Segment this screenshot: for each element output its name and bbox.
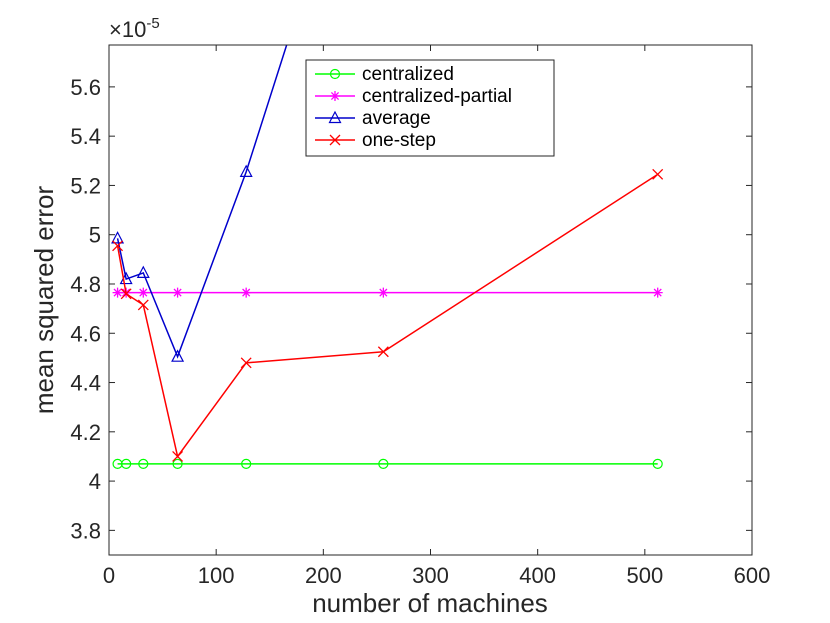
legend-item-average: average (315, 108, 431, 129)
x-tick-label: 0 (103, 563, 115, 588)
data-point-one-step (240, 357, 252, 369)
series-layer (111, 45, 664, 469)
data-point-one-step (172, 450, 184, 462)
data-point-one-step (652, 168, 664, 180)
series-average (111, 45, 288, 362)
data-point-one-step (377, 346, 389, 358)
data-point-one-step (120, 288, 132, 300)
legend-label: centralized-partial (362, 86, 512, 107)
y-tick-label: 4 (89, 469, 101, 494)
legend-marker (329, 134, 341, 146)
legend-label: average (362, 108, 431, 129)
legend-marker (329, 68, 341, 80)
y-multiplier: ×10-5 (109, 15, 160, 42)
data-point-average (239, 164, 253, 177)
data-point-centralized-partial (112, 287, 123, 298)
data-point-one-step (137, 299, 149, 311)
y-tick-label: 4.6 (70, 321, 101, 346)
data-point-centralized-partial (378, 287, 389, 298)
y-tick-label: 5.4 (70, 124, 101, 149)
data-point-centralized (241, 458, 252, 469)
series-line-average (116, 45, 288, 359)
data-point-centralized (121, 458, 132, 469)
data-point-centralized-partial (138, 287, 149, 298)
legend-marker (328, 110, 342, 124)
legend-label: one-step (362, 130, 436, 151)
y-axis-title: mean squared error (29, 185, 59, 414)
y-axis: 3.8 4 4.2 4.4 4.6 4.8 5 5.2 5.4 5.6 (70, 75, 752, 543)
legend-items: centralizedcentralized-partialaverageone… (315, 64, 512, 151)
y-tick-label: 4.8 (70, 272, 101, 297)
y-tick-label: 4.2 (70, 420, 101, 445)
data-point-centralized (378, 458, 389, 469)
data-point-centralized (172, 458, 183, 469)
data-point-centralized-partial (172, 287, 183, 298)
x-tick-label: 400 (519, 563, 556, 588)
x-axis: 0 100 200 300 400 500 600 (103, 45, 770, 588)
data-point-average (171, 349, 185, 362)
series-one-step (112, 168, 664, 462)
legend-item-centralized: centralized (315, 64, 454, 85)
y-tick-label: 5.6 (70, 75, 101, 100)
x-axis-title: number of machines (312, 588, 548, 618)
data-point-centralized (138, 458, 149, 469)
data-point-centralized (652, 458, 663, 469)
legend-item-one-step: one-step (315, 130, 436, 151)
x-tick-label: 200 (305, 563, 342, 588)
series-centralized (112, 458, 663, 469)
legend-label: centralized (362, 64, 454, 85)
y-tick-label: 3.8 (70, 518, 101, 543)
x-tick-label: 600 (734, 563, 771, 588)
x-tick-label: 500 (626, 563, 663, 588)
data-point-one-step (112, 240, 124, 252)
legend: centralizedcentralized-partialaverageone… (305, 59, 555, 157)
data-point-average (111, 231, 125, 244)
legend-item-centralized-partial: centralized-partial (315, 86, 512, 107)
data-point-centralized-partial (652, 287, 663, 298)
legend-marker (330, 91, 340, 101)
y-tick-label: 5.2 (70, 173, 101, 198)
x-tick-label: 100 (198, 563, 235, 588)
x-tick-label: 300 (412, 563, 449, 588)
y-tick-label: 5 (89, 223, 101, 248)
data-point-average (136, 265, 150, 278)
y-tick-label: 4.4 (70, 371, 101, 396)
data-point-centralized-partial (241, 287, 252, 298)
